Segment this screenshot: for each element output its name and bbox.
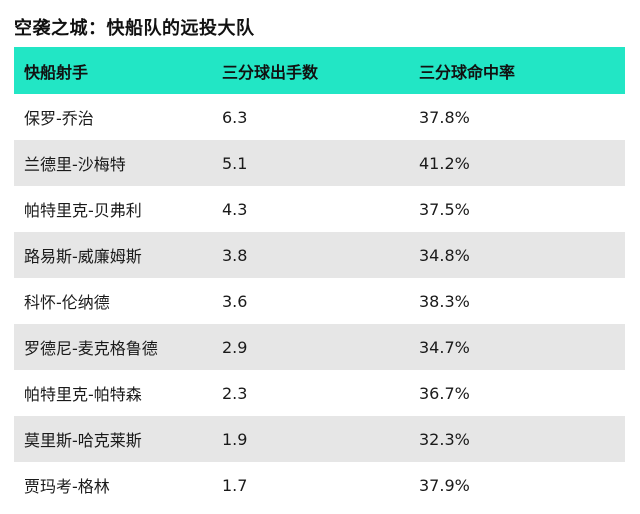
table-row: 路易斯-威廉姆斯 3.8 34.8% <box>14 232 625 278</box>
three-point-percentage: 34.7% <box>419 337 470 357</box>
three-point-attempts: 3.6 <box>222 291 248 311</box>
player-name: 科怀-伦纳德 <box>24 293 110 312</box>
table-row: 莫里斯-哈克莱斯 1.9 32.3% <box>14 416 625 462</box>
three-point-percentage: 37.8% <box>419 107 470 127</box>
three-point-percentage: 37.9% <box>419 475 470 495</box>
table-row: 保罗-乔治 6.3 37.8% <box>14 94 625 140</box>
three-point-attempts: 1.9 <box>222 429 248 449</box>
player-name: 路易斯-威廉姆斯 <box>24 247 142 266</box>
header-percentage: 三分球命中率 <box>419 62 516 82</box>
player-name: 帕特里克-帕特森 <box>24 385 142 404</box>
three-point-attempts: 4.3 <box>222 199 248 219</box>
player-name: 贾玛考-格林 <box>24 477 110 496</box>
table-row: 贾玛考-格林 1.7 37.9% <box>14 462 625 508</box>
three-point-percentage: 32.3% <box>419 429 470 449</box>
player-name: 罗德尼-麦克格鲁德 <box>24 339 158 358</box>
table-row: 帕特里克-帕特森 2.3 36.7% <box>14 370 625 416</box>
three-point-attempts: 1.7 <box>222 475 248 495</box>
stats-table: 快船射手 三分球出手数 三分球命中率 保罗-乔治 6.3 37.8% 兰德里-沙… <box>14 47 625 508</box>
three-point-attempts: 6.3 <box>222 107 248 127</box>
player-name: 兰德里-沙梅特 <box>24 155 126 174</box>
player-name: 莫里斯-哈克莱斯 <box>24 431 142 450</box>
table-row: 罗德尼-麦克格鲁德 2.9 34.7% <box>14 324 625 370</box>
table-row: 兰德里-沙梅特 5.1 41.2% <box>14 140 625 186</box>
three-point-attempts: 2.3 <box>222 383 248 403</box>
header-player: 快船射手 <box>24 62 89 82</box>
table-row: 科怀-伦纳德 3.6 38.3% <box>14 278 625 324</box>
page-title: 空袭之城：快船队的远投大队 <box>14 18 255 39</box>
three-point-attempts: 3.8 <box>222 245 248 265</box>
table-header-row: 快船射手 三分球出手数 三分球命中率 <box>14 47 625 94</box>
three-point-percentage: 38.3% <box>419 291 470 311</box>
table-body: 保罗-乔治 6.3 37.8% 兰德里-沙梅特 5.1 41.2% 帕特里克-贝… <box>14 94 625 508</box>
table-row: 帕特里克-贝弗利 4.3 37.5% <box>14 186 625 232</box>
player-name: 帕特里克-贝弗利 <box>24 201 142 220</box>
three-point-attempts: 2.9 <box>222 337 248 357</box>
three-point-percentage: 34.8% <box>419 245 470 265</box>
player-name: 保罗-乔治 <box>24 109 94 128</box>
three-point-percentage: 37.5% <box>419 199 470 219</box>
header-attempts: 三分球出手数 <box>222 62 319 82</box>
three-point-percentage: 41.2% <box>419 153 470 173</box>
three-point-attempts: 5.1 <box>222 153 248 173</box>
three-point-percentage: 36.7% <box>419 383 470 403</box>
